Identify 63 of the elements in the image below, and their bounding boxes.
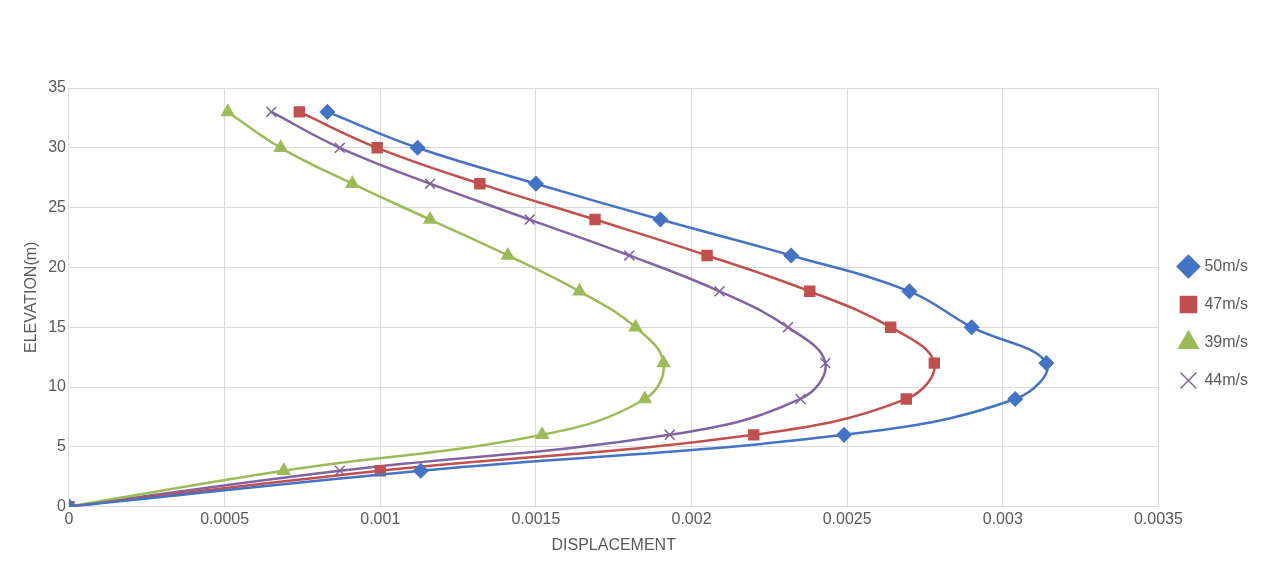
point [474, 177, 486, 190]
point [345, 175, 360, 188]
point [572, 283, 587, 296]
legend-label: 39m/s [1204, 332, 1249, 350]
point [501, 247, 515, 260]
x-tick-label: 0.0035 [1133, 509, 1183, 527]
x-axis-title: DISPLACEMENT [551, 535, 677, 553]
point [424, 177, 436, 190]
point [334, 465, 346, 477]
y-tick-label: 25 [48, 198, 67, 216]
point [276, 462, 291, 475]
point [528, 175, 544, 192]
y-tick-label: 35 [48, 78, 67, 96]
point [656, 355, 671, 368]
point [963, 319, 980, 335]
point [589, 213, 601, 226]
point [885, 321, 897, 333]
point [535, 427, 549, 440]
x-tick-label: 0.003 [982, 509, 1023, 527]
point [804, 285, 816, 298]
point [293, 106, 306, 118]
legend-label: 50m/s [1204, 256, 1249, 274]
point [713, 285, 726, 298]
x-tick-label: 0.0025 [822, 509, 872, 527]
point [783, 247, 799, 264]
legend-label: 47m/s [1204, 294, 1249, 312]
x-tick-label: 0.0015 [511, 509, 561, 527]
point [638, 391, 652, 404]
point [836, 427, 852, 443]
point [265, 106, 278, 118]
x-tick-label: 0.002 [671, 509, 712, 527]
y-tick-label: 10 [48, 377, 67, 395]
point [1038, 355, 1055, 371]
y-axis-title: ELEVATION(m) [22, 241, 40, 354]
point [334, 142, 346, 154]
point [409, 140, 426, 156]
point [319, 104, 336, 120]
point [623, 249, 635, 262]
legend-label: 44m/s [1204, 370, 1249, 388]
point [748, 429, 760, 441]
x-tick-label: 0.001 [360, 509, 401, 527]
point [782, 321, 794, 333]
point [412, 462, 429, 479]
point [794, 393, 807, 405]
point [928, 357, 941, 369]
point [371, 142, 383, 154]
point [220, 104, 235, 117]
y-tick-label: 5 [57, 437, 67, 455]
y-tick-label: 20 [48, 257, 67, 275]
point [900, 393, 912, 405]
point [664, 429, 676, 441]
point [1007, 391, 1023, 407]
point [901, 283, 918, 300]
point [819, 357, 832, 369]
y-tick-label: 30 [48, 138, 67, 156]
point [423, 211, 437, 224]
x-tick-label: 0.0005 [200, 509, 250, 527]
y-tick-label: 15 [48, 317, 67, 335]
point [652, 211, 669, 228]
point [701, 249, 713, 262]
point [523, 213, 536, 226]
point [273, 140, 288, 153]
point [628, 319, 643, 332]
